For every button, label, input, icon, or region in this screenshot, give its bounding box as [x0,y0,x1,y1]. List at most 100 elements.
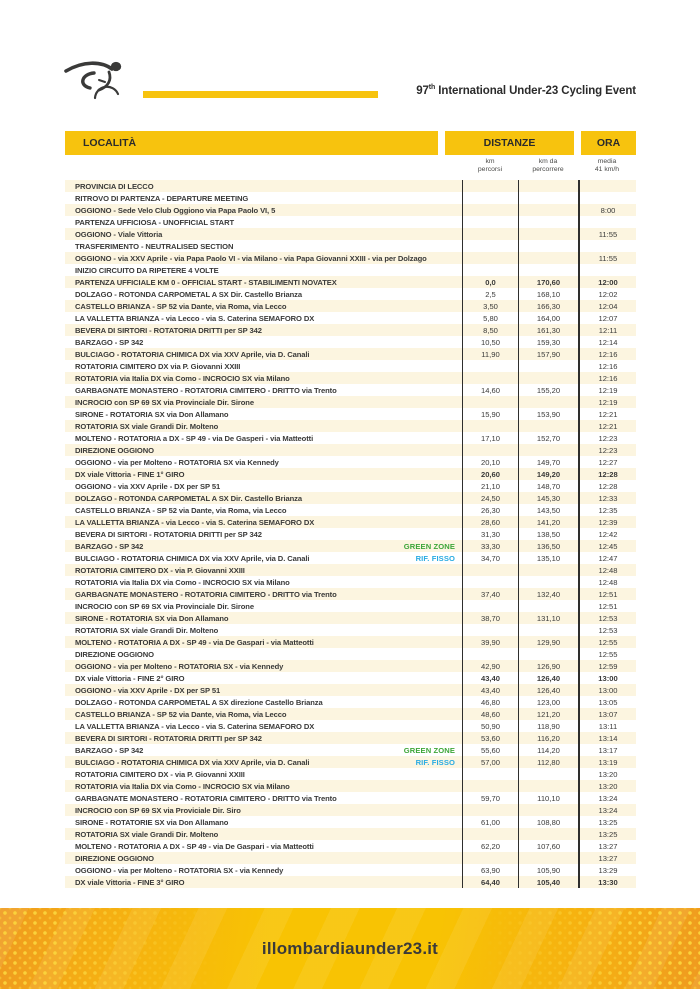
localita-text: SIRONE - ROTATORIE SX via Don Allamano [75,817,229,827]
cell-ora: 12:48 [578,564,636,576]
localita-text: OGGIONO - Viale Vittoria [75,229,163,239]
cell-km-da-percorrere: 132,40 [518,588,578,600]
subheader-km-da-percorrere: km da percorrere [532,158,564,173]
cell-km-percorsi [462,360,518,372]
cell-ora: 12:19 [578,384,636,396]
table-row: DIREZIONE OGGIONO 13:27 [65,852,636,864]
localita-text: OGGIONO - via per Molteno - ROTATORIA SX… [75,865,284,875]
cell-localita: DOLZAGO - ROTONDA CARPOMETAL A SX direzi… [65,696,462,708]
cell-km-da-percorrere: 108,80 [518,816,578,828]
cell-localita: DX viale Vittoria - FINE 1° GIRO [65,468,462,480]
table-row: OGGIONO - via per Molteno - ROTATORIA SX… [65,864,636,876]
cell-localita: ROTATORIA SX viale Grandi Dir. Molteno [65,828,462,840]
cell-ora [578,216,636,228]
cell-km-da-percorrere [518,780,578,792]
table-row: BEVERA DI SIRTORI - ROTATORIA DRITTI per… [65,732,636,744]
localita-text: ROTATORIA via Italia DX via Como - INCRO… [75,577,290,587]
cell-localita: TRASFERIMENTO - NEUTRALISED SECTION [65,240,462,252]
table-row: DIREZIONE OGGIONO 12:23 [65,444,636,456]
table-row: ROTATORIA via Italia DX via Como - INCRO… [65,780,636,792]
table-row: BULCIAGO - ROTATORIA CHIMICA DX via XXV … [65,756,636,768]
event-title-number: 97 [416,84,429,97]
footer-website-link[interactable]: illombardiaunder23.it [261,938,439,958]
localita-text: DIREZIONE OGGIONO [75,649,154,659]
localita-text: DX viale Vittoria - FINE 2° GIRO [75,673,185,683]
table-row: OGGIONO - via XXV Aprile - DX per SP 51 4… [65,684,636,696]
cell-km-da-percorrere [518,396,578,408]
cell-localita: RITROVO DI PARTENZA - DEPARTURE MEETING [65,192,462,204]
cell-ora: 12:21 [578,420,636,432]
cell-km-da-percorrere: 152,70 [518,432,578,444]
cell-km-percorsi [462,420,518,432]
cell-localita: LA VALLETTA BRIANZA - via Lecco - via S.… [65,720,462,732]
cell-ora: 13:25 [578,816,636,828]
cell-km-da-percorrere: 129,90 [518,636,578,648]
cell-localita: SIRONE - ROTATORIA SX via Don Allamano [65,612,462,624]
table-row: PARTENZA UFFICIALE KM 0 - OFFICIAL START… [65,276,636,288]
cell-km-percorsi [462,228,518,240]
cell-ora: 12:16 [578,348,636,360]
cell-km-percorsi [462,780,518,792]
table-row: DX viale Vittoria - FINE 1° GIRO 20,60 149… [65,468,636,480]
localita-text: ROTATORIA SX viale Grandi Dir. Molteno [75,829,219,839]
cell-ora: 12:51 [578,600,636,612]
localita-text: ROTATORIA SX viale Grandi Dir. Molteno [75,625,219,635]
cell-localita: ROTATORIA SX viale Grandi Dir. Molteno [65,420,462,432]
cell-localita: MOLTENO - ROTATORIA A DX - SP 49 - via D… [65,840,462,852]
cell-km-da-percorrere [518,216,578,228]
table-row: GARBAGNATE MONASTERO - ROTATORIA CIMITER… [65,384,636,396]
cell-ora: 12:33 [578,492,636,504]
cell-ora: 12:11 [578,324,636,336]
cell-ora: 12:16 [578,360,636,372]
cell-ora: 13:24 [578,792,636,804]
table-row: BEVERA DI SIRTORI - ROTATORIA DRITTI per… [65,324,636,336]
localita-text: CASTELLO BRIANZA - SP 52 via Dante, via … [75,505,287,515]
table-row: DOLZAGO - ROTONDA CARPOMETAL A SX Dir. C… [65,288,636,300]
localita-text: PARTENZA UFFICIALE KM 0 - OFFICIAL START… [75,277,337,287]
table-row: LA VALLETTA BRIANZA - via Lecco - via S.… [65,720,636,732]
table-row: OGGIONO - Viale Vittoria 11:55 [65,228,636,240]
table-row: LA VALLETTA BRIANZA - via Lecco - via S.… [65,312,636,324]
table-row: MOLTENO - ROTATORIA A DX - SP 49 - via D… [65,636,636,648]
cell-km-da-percorrere: 136,50 [518,540,578,552]
cell-km-percorsi [462,852,518,864]
table-row: MOLTENO - ROTATORIA A DX - SP 49 - via D… [65,840,636,852]
cell-km-percorsi [462,768,518,780]
cell-ora: 12:21 [578,408,636,420]
table-row: OGGIONO - Sede Velo Club Oggiono via Pap… [65,204,636,216]
cell-km-percorsi: 39,90 [462,636,518,648]
cell-ora: 12:48 [578,576,636,588]
localita-text: DX viale Vittoria - FINE 3° GIRO [75,877,185,887]
cell-km-da-percorrere: 138,50 [518,528,578,540]
cell-km-da-percorrere [518,252,578,264]
cell-ora: 13:19 [578,756,636,768]
cell-km-percorsi [462,600,518,612]
localita-text: BULCIAGO - ROTATORIA CHIMICA DX via XXV … [75,553,310,563]
localita-text: ROTATORIA SX viale Grandi Dir. Molteno [75,421,219,431]
table-row: GARBAGNATE MONASTERO - ROTATORIA CIMITER… [65,792,636,804]
cell-localita: INIZIO CIRCUITO DA RIPETERE 4 VOLTE [65,264,462,276]
cell-km-da-percorrere: 164,00 [518,312,578,324]
cell-ora: 12:28 [578,468,636,480]
cell-km-percorsi [462,804,518,816]
cell-localita: BULCIAGO - ROTATORIA CHIMICA DX via XXV … [65,348,462,360]
table-row: GARBAGNATE MONASTERO - ROTATORIA CIMITER… [65,588,636,600]
localita-text: CASTELLO BRIANZA - SP 52 via Dante, via … [75,301,287,311]
table-row: ROTATORIA SX viale Grandi Dir. Molteno 12… [65,624,636,636]
cell-km-da-percorrere: 143,50 [518,504,578,516]
table-row: ROTATORIA SX viale Grandi Dir. Molteno 12… [65,420,636,432]
cell-localita: OGGIONO - via per Molteno - ROTATORIA SX… [65,660,462,672]
cell-ora: 12:45 [578,540,636,552]
rif-fisso-badge: RIF. FISSO [415,757,455,767]
cell-ora: 12:53 [578,612,636,624]
cell-km-percorsi: 28,60 [462,516,518,528]
cell-localita: DIREZIONE OGGIONO [65,444,462,456]
cell-km-da-percorrere: 116,20 [518,732,578,744]
green-zone-badge: GREEN ZONE [403,541,455,551]
cell-localita: CASTELLO BRIANZA - SP 52 via Dante, via … [65,504,462,516]
cell-km-percorsi [462,264,518,276]
cell-ora: 13:20 [578,780,636,792]
localita-text: CASTELLO BRIANZA - SP 52 via Dante, via … [75,709,287,719]
cell-localita: ROTATORIA CIMITERO DX via P. Giovanni XX… [65,360,462,372]
localita-text: INIZIO CIRCUITO DA RIPETERE 4 VOLTE [75,265,219,275]
